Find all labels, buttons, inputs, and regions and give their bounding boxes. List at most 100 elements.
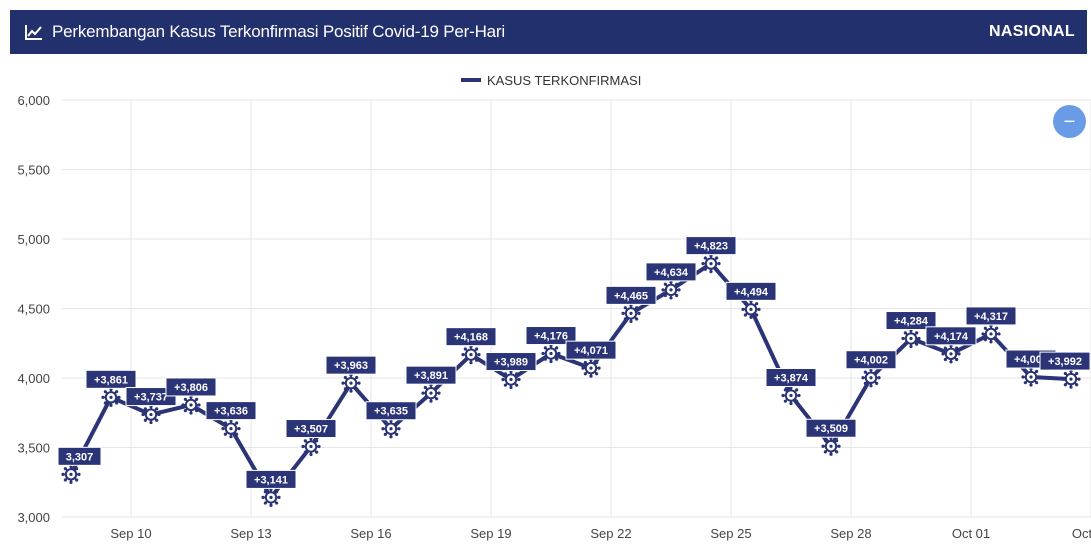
y-tick-label: 5,500 <box>17 163 50 178</box>
minus-icon: − <box>1063 110 1076 133</box>
data-label-box <box>205 401 257 421</box>
data-point[interactable] <box>61 464 81 484</box>
data-label: +3,509 <box>814 423 848 435</box>
data-point[interactable] <box>581 358 601 378</box>
data-label-box <box>245 469 297 489</box>
data-label: +4,176 <box>534 331 568 343</box>
data-point[interactable] <box>661 280 681 300</box>
x-tick-label: Sep 16 <box>350 526 391 541</box>
data-label-box <box>645 262 697 282</box>
data-label: +4,007 <box>1014 354 1048 366</box>
y-tick-label: 5,000 <box>17 232 50 247</box>
chart-title: Perkembangan Kasus Terkonfirmasi Positif… <box>52 22 505 41</box>
y-tick-label: 6,000 <box>17 93 50 108</box>
x-tick-label: Oct 04 <box>1072 526 1091 541</box>
data-point[interactable] <box>901 328 921 349</box>
data-point[interactable] <box>701 254 721 274</box>
data-point[interactable] <box>981 324 1001 344</box>
y-tick-label: 4,500 <box>17 302 50 317</box>
data-label: +3,861 <box>94 374 128 386</box>
series-line <box>69 261 1073 500</box>
y-tick-label: 3,000 <box>17 510 50 525</box>
y-tick-label: 4,000 <box>17 371 50 386</box>
data-point[interactable] <box>781 385 801 406</box>
data-label: +4,317 <box>974 311 1008 323</box>
x-tick-label: Sep 10 <box>110 526 151 541</box>
data-label-box <box>57 446 102 466</box>
data-label: +3,891 <box>414 370 448 382</box>
data-point[interactable] <box>941 344 961 364</box>
x-tick-label: Sep 28 <box>830 526 871 541</box>
data-point[interactable] <box>1021 367 1041 387</box>
y-tick-label: 3,500 <box>17 441 50 456</box>
data-label: +3,507 <box>294 424 328 436</box>
data-label-box <box>445 327 497 347</box>
data-label: +4,284 <box>894 316 929 328</box>
data-point[interactable] <box>261 487 281 508</box>
data-label-box <box>285 419 337 439</box>
data-label: +4,823 <box>694 241 728 253</box>
data-label: 3,307 <box>66 451 94 463</box>
data-label: +3,141 <box>254 474 288 486</box>
line-chart-icon <box>24 22 44 42</box>
data-point[interactable] <box>741 299 761 319</box>
data-label: +3,635 <box>374 406 408 418</box>
data-point[interactable] <box>501 369 521 390</box>
data-label: +4,168 <box>454 332 488 344</box>
data-point[interactable] <box>861 368 881 388</box>
data-label: +3,806 <box>174 382 208 394</box>
data-label-box <box>885 311 937 331</box>
x-tick-label: Sep 13 <box>230 526 271 541</box>
data-label: +4,071 <box>574 345 608 357</box>
data-point[interactable] <box>101 387 121 407</box>
data-label-box <box>925 326 977 346</box>
data-label: +4,002 <box>854 355 888 367</box>
x-tick-label: Oct 01 <box>952 526 990 541</box>
line-chart: KASUS TERKONFIRMASI 3,000 3,500 4,000 4,500 5… <box>17 73 1091 541</box>
data-point[interactable] <box>541 343 561 364</box>
data-point[interactable] <box>381 419 401 439</box>
data-label-box <box>165 377 217 397</box>
data-label-box <box>125 387 177 407</box>
data-point[interactable] <box>181 395 201 415</box>
x-tick-label: Sep 22 <box>590 526 631 541</box>
data-point[interactable] <box>421 383 441 403</box>
data-point[interactable] <box>221 418 241 439</box>
data-label-box <box>965 306 1017 326</box>
zoom-out-button[interactable]: − <box>1053 105 1086 138</box>
legend-swatch <box>461 78 481 82</box>
data-label-box <box>525 326 577 346</box>
data-point[interactable] <box>821 436 841 456</box>
data-label: +3,737 <box>134 392 168 404</box>
data-label: +4,634 <box>654 267 689 279</box>
data-label-box <box>1039 351 1091 371</box>
region-label: NASIONAL <box>989 23 1075 40</box>
data-label-box <box>485 352 537 372</box>
data-point[interactable] <box>341 373 361 393</box>
data-point[interactable] <box>141 404 161 425</box>
data-label-box <box>725 281 777 301</box>
data-label-box <box>85 369 137 389</box>
data-label: +3,963 <box>334 360 368 372</box>
data-label-box <box>685 236 737 256</box>
data-label-box <box>365 401 417 421</box>
data-label: +4,174 <box>934 331 969 343</box>
data-label-box <box>565 340 617 360</box>
data-point[interactable] <box>301 436 321 457</box>
data-label-box <box>605 285 657 305</box>
chart-header: Perkembangan Kasus Terkonfirmasi Positif… <box>10 10 1087 54</box>
data-point[interactable] <box>461 345 481 365</box>
data-point[interactable] <box>621 303 641 323</box>
data-label: +3,874 <box>774 373 809 385</box>
x-tick-label: Sep 25 <box>710 526 751 541</box>
header-title-group: Perkembangan Kasus Terkonfirmasi Positif… <box>24 22 505 42</box>
data-label: +3,989 <box>494 357 528 369</box>
data-label-box <box>805 418 857 438</box>
x-tick-label: Sep 19 <box>470 526 511 541</box>
data-label-box <box>845 350 897 370</box>
data-label-box <box>405 365 457 385</box>
data-label: +4,494 <box>734 286 769 298</box>
data-label: +3,636 <box>214 406 248 418</box>
data-point[interactable] <box>1061 369 1081 389</box>
legend-label: KASUS TERKONFIRMASI <box>487 73 641 88</box>
